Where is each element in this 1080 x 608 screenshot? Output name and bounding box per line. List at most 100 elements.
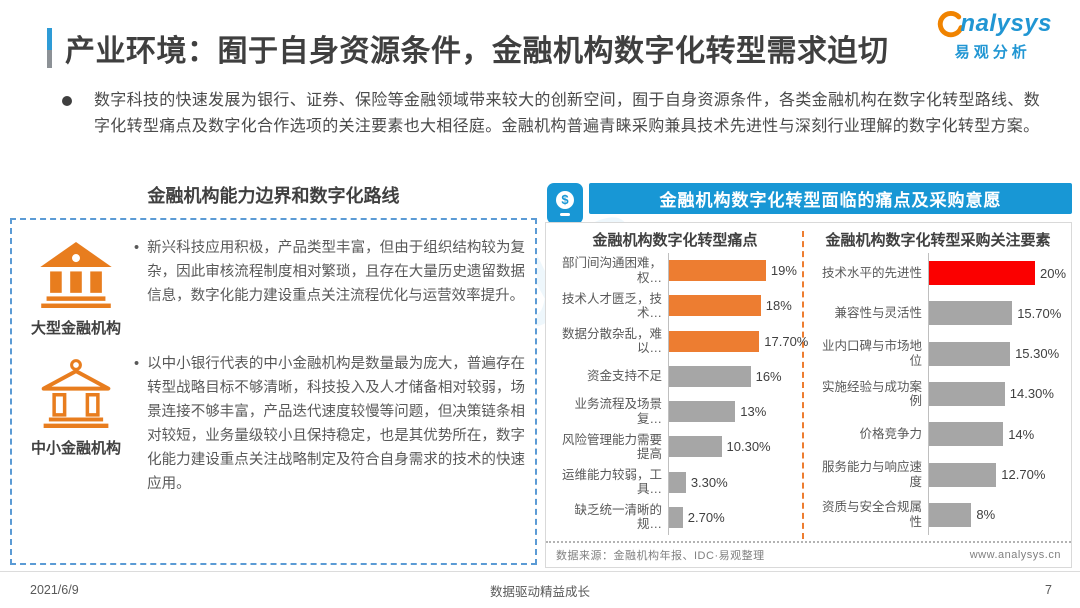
pain-points-chart: 金融机构数字化转型痛点 部门间沟通困难，权… 19% 技术人才匮乏，技术… 18% 数据… [550,229,808,535]
bar-category-label: 技术水平的先进性 [821,265,922,280]
bar [669,330,760,352]
bar-track: 13% [668,394,800,430]
chart-row: 价格竞争力 14% [810,414,1066,455]
bar-value-label: 8% [976,507,996,523]
institution-icon-col: 中小金融机构 [18,352,134,458]
bar [929,261,1035,286]
bar-value-label: 17.70% [764,333,809,349]
dollar-icon: $ [556,191,574,209]
bar-category-label: 资质与安全合规属性 [821,500,922,529]
bar [669,401,736,423]
chart-row: 风险管理能力需要提高 10.30% [550,429,800,465]
chart-row: 部门间沟通困难，权… 19% [550,253,800,289]
institution-description: • 以中小银行代表的中小金融机构是数量最为庞大，普遍存在转型战略目标不够清晰，科… [134,352,525,496]
bar [929,462,997,487]
institution-label: 大型金融机构 [30,320,121,337]
bar [929,301,1013,326]
bar-track: 20% [928,253,1067,294]
bar-track: 3.30% [668,464,800,500]
bar [669,260,766,282]
bar-value-label: 12.70% [1001,467,1046,483]
website-link: www.analysys.cn [969,549,1061,561]
footer-page-number: 7 [1045,583,1052,597]
bar-track: 19% [668,253,800,289]
chart-row: 数据分散杂乱，难以… 17.70% [550,323,808,359]
bar-value-label: 19% [770,263,797,279]
chart-row: 资金支持不足 16% [550,358,800,394]
chart-row: 技术水平的先进性 20% [810,253,1067,294]
small-bank-icon [41,359,111,428]
intro-bullet-block: 数字科技的快速发展为银行、证券、保险等金融领域带来较大的创新空间，囿于自身资源条… [62,88,1040,140]
charts-panel: 金融机构数字化转型痛点 部门间沟通困难，权… 19% 技术人才匮乏，技术… 18% 数据… [545,222,1072,568]
right-panel-header: 金融机构数字化转型面临的痛点及采购意愿 [589,183,1072,214]
bar [929,341,1011,366]
analysys-logo: nalysys 易观分析 [933,8,1052,62]
chart-row: 业务流程及场景复… 13% [550,394,800,430]
charts-divider [802,231,804,539]
bar-category-label: 资金支持不足 [586,369,662,384]
bar-category-label: 业内口碑与市场地位 [821,339,922,368]
chart-row: 技术人才匮乏，技术… 18% [550,288,800,324]
chart-row: 服务能力与响应速度 12.70% [810,454,1066,495]
title-accent-bar [47,28,52,68]
institution-row-large: 大型金融机构 • 新兴科技应用积极，产品类型丰富，但由于组织结构较为复杂，因此审… [18,236,525,338]
bar-track: 16% [668,358,800,394]
bar-value-label: 16% [755,368,782,384]
bar-category-label: 价格竞争力 [859,427,922,442]
bar-category-label: 数据分散杂乱，难以… [561,326,662,356]
source-note: 数据来源：金融机构年报、IDC·易观整理 [556,550,765,562]
bar [929,502,972,527]
bar [669,436,722,458]
bar-value-label: 15.30% [1015,346,1060,362]
bar-value-label: 2.70% [687,509,725,525]
bar-category-label: 风险管理能力需要提高 [561,432,662,461]
bar-track: 15.30% [928,333,1066,374]
logo-text-en: nalysys [960,10,1052,37]
bar-category-label: 服务能力与响应速度 [821,460,922,489]
bar-value-label: 20% [1040,265,1067,281]
bar-category-label: 业务流程及场景复… [574,397,662,426]
chart-title: 金融机构数字化转型痛点 [592,232,758,249]
list-bullet: • [134,240,140,256]
large-bank-icon [40,242,112,308]
bar-track: 10.30% [668,429,800,465]
bar [669,506,683,528]
chart-title: 金融机构数字化转型采购关注要素 [825,232,1051,249]
bar-value-label: 15.70% [1017,305,1062,321]
bar-value-label: 10.30% [726,439,771,455]
bar-value-label: 18% [765,298,792,314]
left-panel: 大型金融机构 • 新兴科技应用积极，产品类型丰富，但由于组织结构较为复杂，因此审… [10,218,537,565]
bar-value-label: 3.30% [690,474,728,490]
institution-row-small: 中小金融机构 • 以中小银行代表的中小金融机构是数量最为庞大，普遍存在转型战略目… [18,352,525,496]
institution-icon-col: 大型金融机构 [18,236,134,338]
chart-rows: 技术水平的先进性 20% 兼容性与灵活性 15.70% 业内口碑与市场地位 15.30% 实… [810,253,1066,535]
bar [929,422,1004,447]
bar [669,471,686,493]
bar-track: 12.70% [928,454,1066,495]
bar-track: 2.70% [668,499,800,535]
right-panel-header-text: 金融机构数字化转型面临的痛点及采购意愿 [659,191,1002,210]
left-panel-title: 金融机构能力边界和数字化路线 [147,186,400,206]
bar-track: 14% [928,414,1066,455]
bar-value-label: 14% [1008,426,1035,442]
chart-row: 兼容性与灵活性 15.70% [810,293,1066,334]
icon-dash [560,213,570,216]
chart-rows: 部门间沟通困难，权… 19% 技术人才匮乏，技术… 18% 数据分散杂乱，难以… 17.7… [550,253,808,535]
footer-date: 2021/6/9 [30,583,79,597]
bar-track: 15.70% [928,293,1066,334]
chart-row: 资质与安全合规属性 8% [810,494,1066,535]
footer-slogan: 数据驱动精益成长 [489,584,590,599]
source-row: 数据来源：金融机构年报、IDC·易观整理 www.analysys.cn [546,541,1071,567]
institution-label: 中小金融机构 [30,440,121,457]
bar-track: 17.70% [668,323,809,359]
finance-app-icon: $ [547,183,583,224]
footer: 2021/6/9 数据驱动精益成长 7 [0,571,1080,608]
page-title: 产业环境：囿于自身资源条件，金融机构数字化转型需求迫切 [65,35,889,68]
bar-value-label: 13% [740,404,767,420]
bar-category-label: 实施经验与成功案例 [821,379,922,408]
bar-value-label: 14.30% [1009,386,1054,402]
analysys-swirl-icon [938,11,964,38]
bar-category-label: 缺乏统一清晰的规… [574,503,662,532]
bar-category-label: 兼容性与灵活性 [834,306,922,321]
